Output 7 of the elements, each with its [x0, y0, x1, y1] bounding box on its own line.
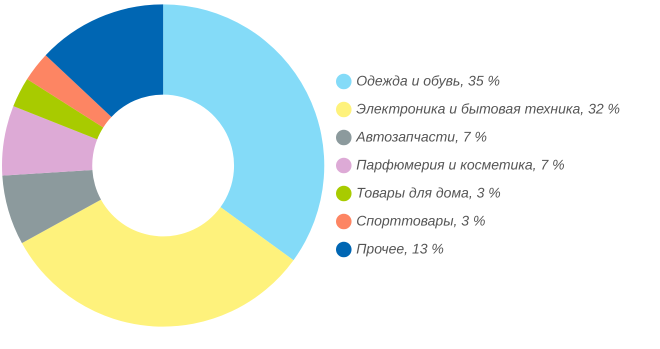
legend-label: Одежда и обувь, 35 %	[356, 72, 500, 88]
legend-label: Автозапчасти, 7 %	[355, 128, 487, 144]
legend-label: Электроника и бытовая техника, 32 %	[356, 100, 620, 116]
legend-label: Спорттовары, 3 %	[356, 212, 486, 228]
legend-label: Прочее, 13 %	[356, 240, 444, 256]
legend-label: Товары для дома, 3 %	[356, 184, 501, 200]
legend-label: Парфюмерия и косметика, 7 %	[356, 156, 565, 172]
